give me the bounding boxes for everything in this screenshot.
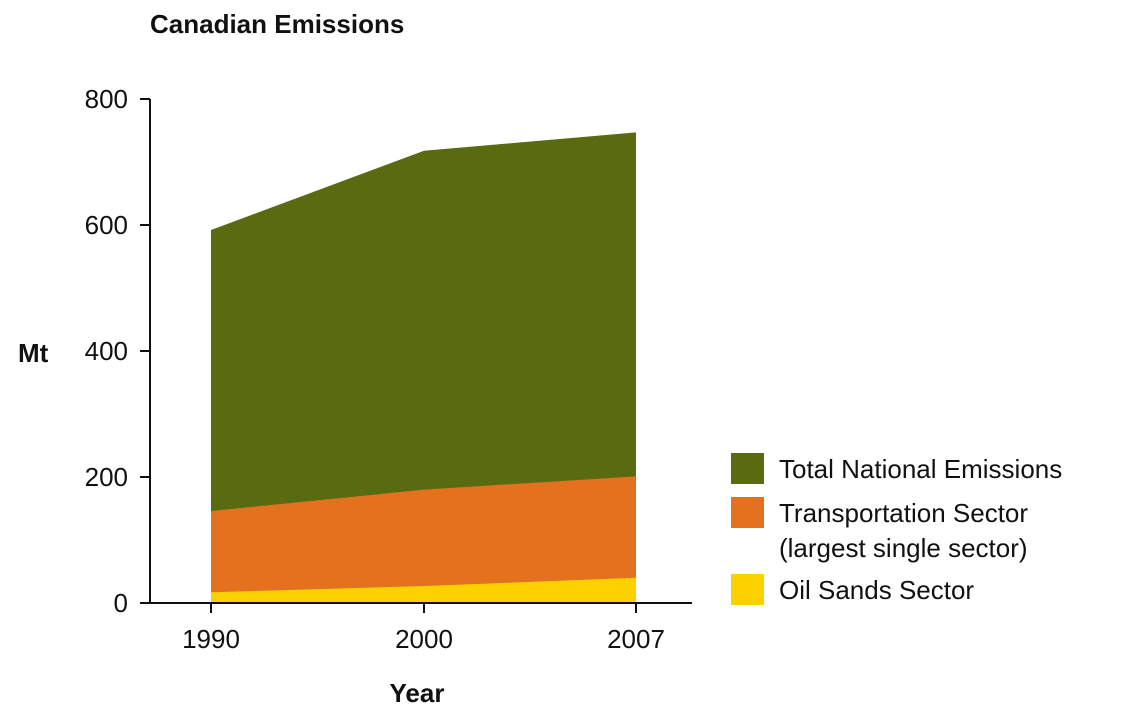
y-axis-ticks: 0 200 400 600 800 [85,84,150,618]
legend-swatch-2 [731,497,764,528]
legend-label-2: Transportation Sector [779,498,1028,528]
area-layer [211,132,636,603]
legend-label-2-line2: (largest single sector) [779,533,1028,563]
chart-title: Canadian Emissions [150,9,404,39]
y-axis-title: Mt [18,338,49,368]
x-tick-label-2: 2007 [607,624,665,654]
area-series-2 [211,476,636,603]
x-tick-label-1: 2000 [395,624,453,654]
y-tick-label-4: 800 [85,84,128,114]
area-series-3 [211,577,636,603]
y-tick-label-2: 400 [85,336,128,366]
y-tick-label-3: 600 [85,210,128,240]
x-axis-title: Year [390,678,445,708]
y-tick-label-0: 0 [114,588,128,618]
legend-label-3: Oil Sands Sector [779,575,974,605]
y-tick-label-1: 200 [85,462,128,492]
legend-swatch-1 [731,453,764,484]
legend-label-1: Total National Emissions [779,454,1062,484]
x-axis-ticks: 1990 2000 2007 [182,603,665,654]
legend-swatch-3 [731,574,764,605]
chart-legend: Total National Emissions Transportation S… [731,453,1062,605]
x-tick-label-0: 1990 [182,624,240,654]
